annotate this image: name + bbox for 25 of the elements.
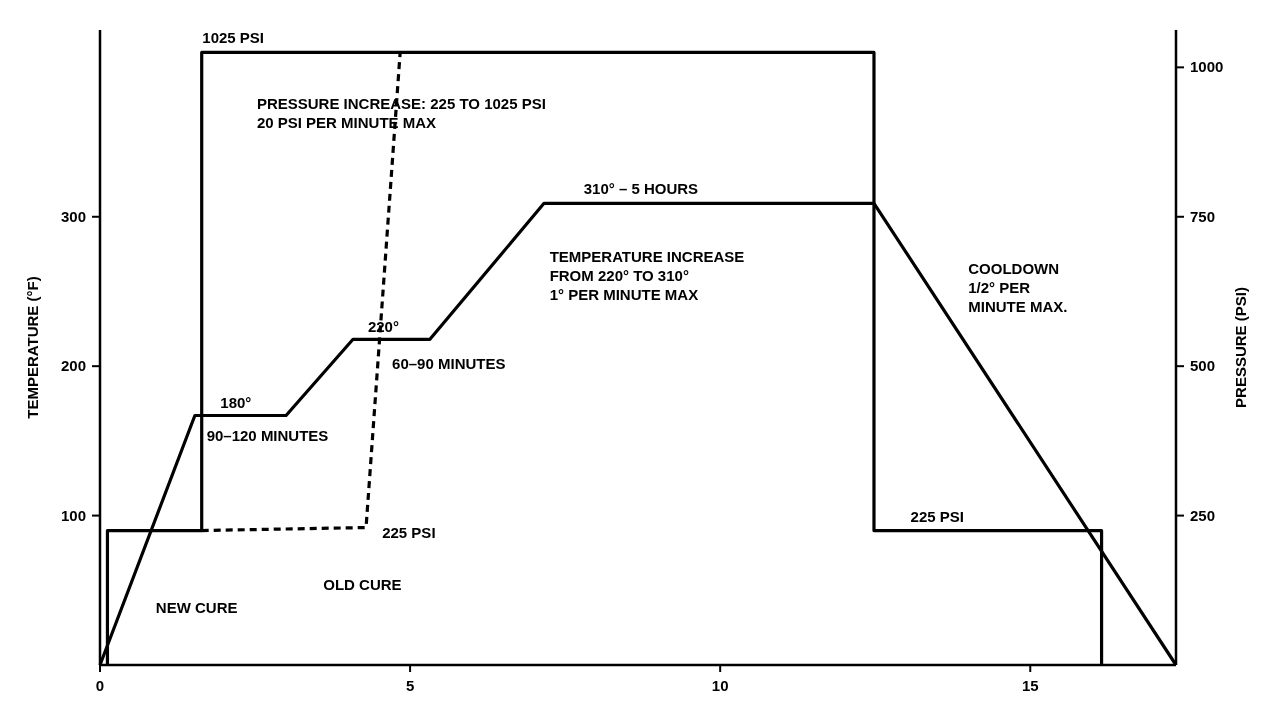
y2-tick-label: 1000 bbox=[1190, 58, 1224, 76]
annotation: 225 PSI bbox=[382, 524, 436, 541]
y-axis-title: TEMPERATURE (°F) bbox=[24, 276, 41, 419]
annotation: PRESSURE INCREASE: 225 TO 1025 PSI 20 PSI PER MINUTE MAX bbox=[256, 95, 546, 132]
x-tick-label: 15 bbox=[1021, 677, 1039, 694]
annotation: OLD CURE bbox=[323, 576, 402, 594]
annotation: 60–90 MINUTES bbox=[392, 355, 506, 373]
annotation: 1025 PSI bbox=[202, 29, 265, 47]
y2-tick-label: 500 bbox=[1190, 357, 1216, 375]
annotation: TEMPERATURE INCREASE FROM 220° TO 310° 1° PER MINUTE MAX bbox=[549, 247, 745, 303]
annotation: NEW CURE bbox=[155, 598, 238, 616]
annotation: 310° – 5 HOURS bbox=[583, 180, 699, 198]
y-tick-label: 300 bbox=[60, 207, 86, 225]
annotation: 180° bbox=[220, 394, 252, 412]
y2-tick-label: 250 bbox=[1190, 506, 1216, 524]
y-tick-label: 200 bbox=[60, 357, 86, 375]
y-tick-label: 100 bbox=[60, 506, 86, 524]
annotation: COOLDOWN 1/2° PER MINUTE MAX. bbox=[968, 259, 1068, 315]
x-tick-label: 10 bbox=[711, 677, 729, 694]
y2-tick-label: 750 bbox=[1190, 207, 1216, 225]
annotation: 90–120 MINUTES bbox=[206, 426, 329, 444]
x-tick-label: 5 bbox=[405, 677, 415, 694]
y2-axis-title: PRESSURE (PSI) bbox=[1232, 287, 1249, 408]
x-tick-label: 0 bbox=[95, 677, 105, 694]
annotation: 225 PSI bbox=[910, 507, 964, 525]
